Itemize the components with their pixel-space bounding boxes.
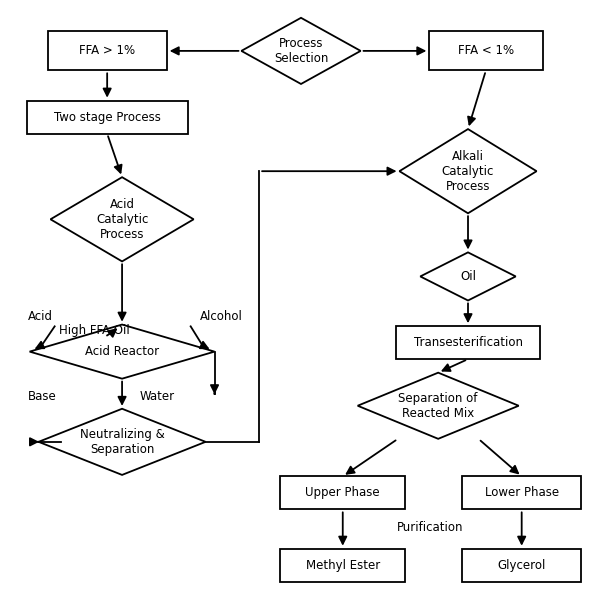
Text: Water: Water	[140, 390, 175, 403]
Text: High FFA Oil: High FFA Oil	[60, 324, 130, 337]
FancyBboxPatch shape	[280, 476, 405, 509]
Text: Neutralizing &
Separation: Neutralizing & Separation	[79, 428, 164, 456]
Text: Lower Phase: Lower Phase	[485, 486, 559, 500]
Text: Acid
Catalytic
Process: Acid Catalytic Process	[96, 198, 148, 241]
Polygon shape	[399, 129, 536, 213]
FancyBboxPatch shape	[429, 32, 542, 70]
Text: FFA > 1%: FFA > 1%	[79, 44, 135, 58]
Text: Alkali
Catalytic
Process: Alkali Catalytic Process	[442, 150, 494, 192]
Text: Alcohol: Alcohol	[200, 310, 243, 324]
Text: Process
Selection: Process Selection	[274, 37, 328, 65]
Polygon shape	[241, 18, 361, 84]
FancyBboxPatch shape	[462, 549, 582, 582]
Text: Glycerol: Glycerol	[497, 558, 546, 572]
Text: Methyl Ester: Methyl Ester	[306, 558, 380, 572]
Polygon shape	[51, 177, 194, 262]
FancyBboxPatch shape	[462, 476, 582, 509]
Text: Separation of
Reacted Mix: Separation of Reacted Mix	[399, 392, 478, 420]
Text: FFA < 1%: FFA < 1%	[458, 44, 514, 58]
Polygon shape	[420, 253, 516, 300]
Text: Base: Base	[28, 390, 57, 403]
Polygon shape	[358, 373, 519, 439]
Text: Purification: Purification	[397, 521, 463, 534]
Polygon shape	[39, 409, 205, 475]
Text: Acid: Acid	[28, 310, 53, 324]
Polygon shape	[29, 325, 214, 379]
Text: Acid Reactor: Acid Reactor	[85, 345, 159, 358]
Text: Transesterification: Transesterification	[414, 336, 523, 349]
FancyBboxPatch shape	[26, 101, 188, 134]
FancyBboxPatch shape	[397, 326, 539, 359]
Text: Upper Phase: Upper Phase	[305, 486, 380, 500]
Text: Oil: Oil	[460, 270, 476, 283]
Text: Two stage Process: Two stage Process	[54, 110, 161, 124]
FancyBboxPatch shape	[48, 32, 167, 70]
FancyBboxPatch shape	[280, 549, 405, 582]
